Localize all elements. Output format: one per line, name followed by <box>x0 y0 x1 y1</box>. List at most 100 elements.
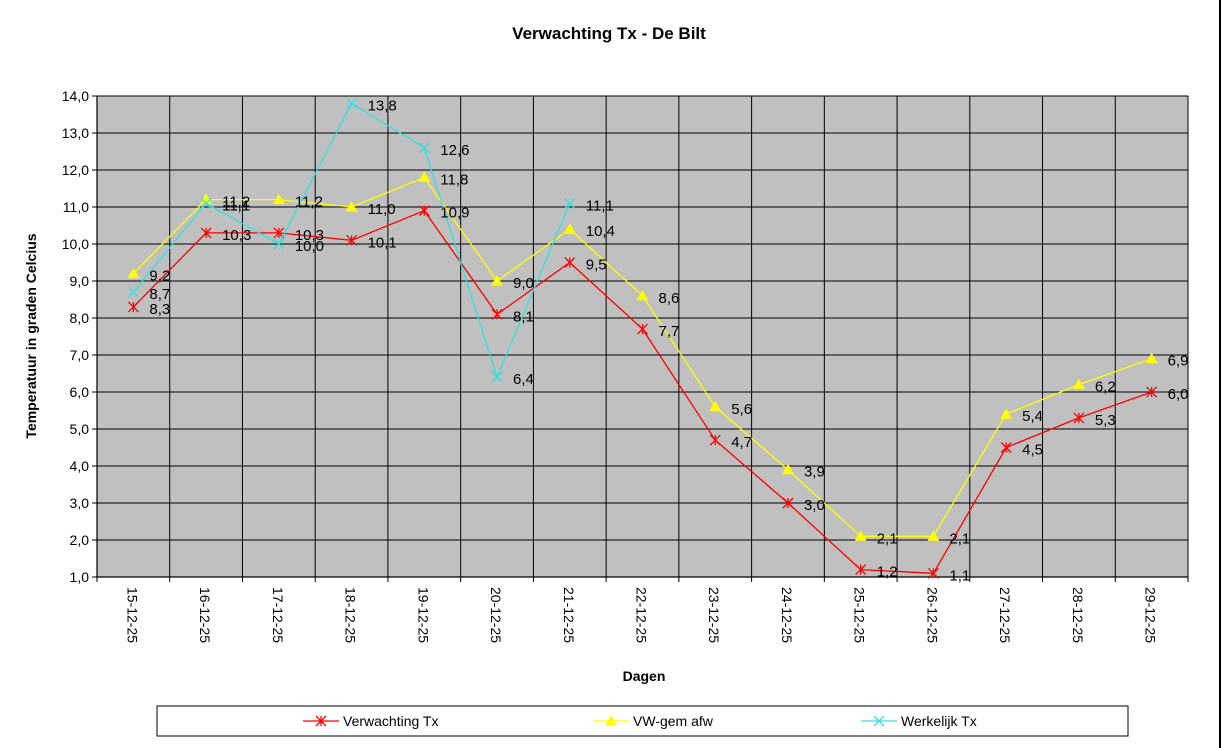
legend-item-vw-gem-afw: VW-gem afw <box>593 713 714 729</box>
legend-item-werkelijk-tx: Werkelijk Tx <box>861 713 977 729</box>
data-label-vw-gem-afw: 10,4 <box>586 223 615 240</box>
data-point-verwachting-tx <box>564 257 576 268</box>
data-label-verwachting-tx: 8,1 <box>513 308 534 325</box>
data-point-vw-gem-afw <box>927 530 940 541</box>
data-point-werkelijk-tx <box>346 97 358 109</box>
x-tick-label: 17-12-25 <box>270 587 286 643</box>
data-label-werkelijk-tx: 8,7 <box>149 286 170 303</box>
data-label-verwachting-tx: 10,9 <box>440 205 469 222</box>
data-point-vw-gem-afw <box>782 463 794 475</box>
data-point-vw-gem-afw <box>127 267 140 279</box>
x-tick-label: 16-12-25 <box>197 587 213 643</box>
data-label-verwachting-tx: 8,3 <box>149 301 170 318</box>
data-label-vw-gem-afw: 11,0 <box>368 201 396 218</box>
data-label-verwachting-tx: 6,0 <box>1168 386 1189 403</box>
data-point-vw-gem-afw <box>1145 352 1158 364</box>
y-tick-label: 11,0 <box>63 199 89 215</box>
data-label-verwachting-tx: 4,7 <box>731 434 752 451</box>
data-point-vw-gem-afw <box>272 193 285 205</box>
data-label-verwachting-tx: 1,2 <box>877 564 898 581</box>
y-tick-label: 4,0 <box>70 458 90 474</box>
data-point-verwachting-tx <box>491 308 503 320</box>
data-label-verwachting-tx: 10,1 <box>368 234 397 251</box>
y-tick-label: 13,0 <box>62 125 89 141</box>
x-tick-label: 23-12-25 <box>706 587 722 643</box>
frame-border <box>1219 0 1221 748</box>
data-label-vw-gem-afw: 5,4 <box>1022 408 1043 425</box>
y-tick-label: 5,0 <box>70 421 90 437</box>
data-label-verwachting-tx: 10,3 <box>295 227 324 244</box>
data-label-werkelijk-tx: 11,1 <box>222 197 250 214</box>
data-label-verwachting-tx: 3,0 <box>804 497 825 514</box>
x-tick-label: 20-12-25 <box>488 587 504 643</box>
legend-box <box>156 705 1129 737</box>
x-tick-label: 25-12-25 <box>852 587 868 643</box>
y-tick-label: 2,0 <box>70 532 90 548</box>
data-point-verwachting-tx <box>127 301 139 313</box>
data-point-verwachting-tx <box>1146 386 1158 398</box>
data-point-werkelijk-tx <box>273 238 285 250</box>
legend-item-verwachting-tx: Verwachting Tx <box>303 713 438 729</box>
data-point-vw-gem-afw <box>345 200 358 212</box>
data-label-werkelijk-tx: 11,1 <box>586 197 614 214</box>
x-tick-label: 27-12-25 <box>997 587 1013 643</box>
data-point-vw-gem-afw <box>1000 408 1013 419</box>
data-label-verwachting-tx: 1,1 <box>949 567 970 584</box>
data-point-verwachting-tx <box>782 497 794 509</box>
y-tick-label: 7,0 <box>70 347 90 363</box>
data-label-vw-gem-afw: 8,6 <box>659 290 680 307</box>
data-label-vw-gem-afw: 3,9 <box>804 464 825 481</box>
data-point-verwachting-tx <box>927 567 939 579</box>
y-tick-label: 3,0 <box>70 495 90 511</box>
plot-area <box>96 95 1189 578</box>
data-point-verwachting-tx <box>418 205 430 217</box>
y-tick-label: 1,0 <box>70 569 90 585</box>
legend-marker <box>873 715 885 727</box>
data-label-werkelijk-tx: 13,8 <box>368 97 397 114</box>
data-point-verwachting-tx <box>855 564 867 576</box>
data-label-vw-gem-afw: 6,9 <box>1168 353 1189 370</box>
data-label-verwachting-tx: 5,3 <box>1095 412 1116 429</box>
data-label-werkelijk-tx: 10,0 <box>295 238 324 255</box>
x-tick-label: 15-12-25 <box>124 587 140 643</box>
data-label-verwachting-tx: 10,3 <box>222 227 251 244</box>
y-tick-label: 8,0 <box>70 310 90 326</box>
data-point-verwachting-tx <box>200 227 212 239</box>
y-tick-label: 14,0 <box>62 88 89 104</box>
y-tick-label: 10,0 <box>62 236 89 252</box>
legend-label: Verwachting Tx <box>343 713 438 729</box>
data-point-werkelijk-tx <box>127 286 139 298</box>
chart-title: Verwachting Tx - De Bilt <box>512 24 706 43</box>
data-label-vw-gem-afw: 11,2 <box>295 194 323 211</box>
x-tick-label: 28-12-25 <box>1070 587 1086 643</box>
x-tick-label: 26-12-25 <box>924 587 940 643</box>
x-tick-label: 24-12-25 <box>779 587 795 643</box>
data-point-vw-gem-afw <box>418 171 431 182</box>
x-tick-label: 29-12-25 <box>1143 587 1159 643</box>
y-tick-label: 9,0 <box>70 273 90 289</box>
legend-marker <box>315 715 327 727</box>
data-label-verwachting-tx: 7,7 <box>659 323 680 340</box>
data-label-vw-gem-afw: 6,2 <box>1095 379 1116 396</box>
data-point-werkelijk-tx <box>418 142 430 154</box>
x-axis-title: Dagen <box>623 668 666 684</box>
data-label-werkelijk-tx: 12,6 <box>440 142 469 159</box>
data-point-verwachting-tx <box>346 234 358 246</box>
data-point-werkelijk-tx <box>564 197 576 209</box>
data-label-verwachting-tx: 9,5 <box>586 257 607 274</box>
data-point-verwachting-tx <box>1000 442 1012 453</box>
data-label-vw-gem-afw: 5,6 <box>731 401 752 418</box>
y-tick-label: 12,0 <box>62 162 89 178</box>
data-point-verwachting-tx <box>709 434 721 446</box>
legend-marker <box>605 714 617 726</box>
x-tick-label: 18-12-25 <box>343 587 359 643</box>
data-point-vw-gem-afw <box>709 400 722 412</box>
x-tick-label: 21-12-25 <box>561 587 577 643</box>
data-label-vw-gem-afw: 9,0 <box>513 275 534 292</box>
data-point-werkelijk-tx <box>491 371 503 383</box>
data-point-vw-gem-afw <box>1073 378 1085 390</box>
data-label-vw-gem-afw: 2,1 <box>949 530 970 547</box>
x-tick-label: 19-12-25 <box>415 587 431 643</box>
data-label-verwachting-tx: 4,5 <box>1022 442 1043 459</box>
